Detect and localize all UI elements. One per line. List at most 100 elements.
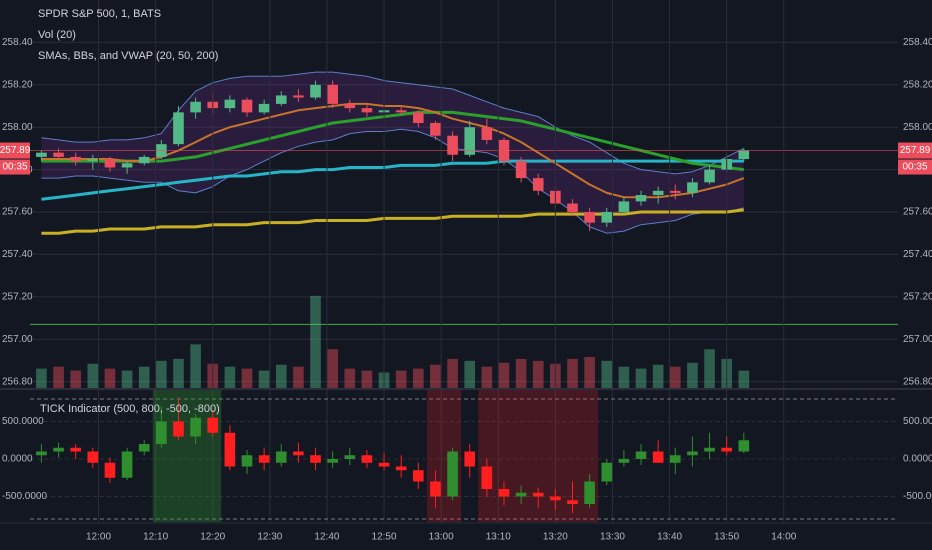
- volume-bar: [344, 368, 356, 388]
- volume-bar: [413, 368, 424, 388]
- volume-bar: [121, 370, 133, 388]
- overlay-line: [41, 102, 745, 199]
- volume-bar: [70, 370, 81, 388]
- y-tick-label: 258.20: [903, 79, 932, 90]
- candle-body: [241, 99, 253, 113]
- candle-body: [635, 451, 647, 459]
- overlay-label: SMAs, BBs, and VWAP (20, 50, 200): [38, 50, 218, 62]
- volume-bar: [293, 366, 304, 388]
- candle-body: [652, 451, 664, 463]
- x-tick-label: 12:40: [314, 532, 339, 543]
- candle-body: [430, 481, 441, 497]
- candle-body: [481, 127, 493, 140]
- price-tag: [898, 142, 932, 159]
- x-tick-label: 12:00: [86, 532, 111, 543]
- candle-body: [70, 447, 81, 452]
- candle-body: [515, 492, 527, 497]
- overlay-line: [41, 110, 744, 172]
- candle-body: [156, 421, 167, 444]
- volume-bar: [669, 366, 681, 388]
- x-tick-label: 13:20: [543, 532, 568, 543]
- candle-body: [395, 110, 407, 113]
- candle-body: [738, 440, 750, 452]
- candle-body: [327, 84, 338, 104]
- candle-body: [532, 492, 544, 497]
- band-fill: [41, 72, 744, 234]
- x-tick-label: 13:30: [600, 532, 625, 543]
- candle-body: [413, 112, 424, 123]
- candle-body: [344, 103, 356, 109]
- candle-body: [687, 182, 698, 193]
- y-tick-label: 257.00: [903, 334, 932, 345]
- candle-body: [310, 455, 321, 463]
- x-tick-label: 13:50: [714, 532, 739, 543]
- volume-bar: [601, 360, 613, 388]
- volume-bar: [395, 370, 407, 388]
- candle-body: [669, 455, 681, 463]
- candle-body: [138, 444, 150, 452]
- highlight-column: [512, 390, 530, 522]
- volume-bar: [447, 358, 458, 388]
- candle-body: [275, 451, 287, 463]
- candle-body: [618, 201, 630, 213]
- y-tick-label: 258.00: [903, 122, 932, 133]
- candle-body: [601, 462, 613, 482]
- candle-body: [721, 447, 732, 452]
- x-tick-label: 12:30: [257, 532, 282, 543]
- candle-body: [36, 152, 47, 157]
- volume-bar: [87, 363, 99, 388]
- candle-body: [258, 455, 270, 463]
- volume-bar: [190, 344, 201, 388]
- volume-bar: [258, 370, 270, 388]
- candle-body: [550, 496, 561, 501]
- candle-body: [173, 421, 184, 437]
- candle-body: [687, 451, 698, 456]
- volume-bar: [687, 362, 698, 388]
- y-tick-label: 257.60: [903, 207, 932, 218]
- candle-body: [104, 462, 116, 478]
- candle-body: [430, 122, 441, 136]
- candle-body: [652, 190, 664, 196]
- volume-bar: [635, 368, 647, 388]
- y-tick-label-left: -500.0000: [2, 491, 47, 502]
- plot-layer: [30, 0, 898, 522]
- x-tick-label: 12:20: [200, 532, 225, 543]
- candle-body: [567, 203, 578, 213]
- candle-body: [618, 459, 630, 463]
- chart-title: SPDR S&P 500, 1, BATS: [38, 8, 161, 20]
- volume-bar: [310, 295, 321, 388]
- volume-bar: [156, 360, 167, 388]
- band-line: [41, 71, 745, 175]
- volume-bar: [532, 360, 544, 388]
- y-tick-label: -500.0000: [903, 491, 932, 502]
- candle-body: [190, 417, 201, 437]
- y-tick-label: 256.80: [903, 376, 932, 387]
- highlight-column: [529, 390, 547, 522]
- volume-bar: [430, 364, 441, 388]
- volume-bar: [584, 356, 595, 388]
- overlay-line: [41, 159, 744, 201]
- candle-body: [601, 212, 613, 223]
- candle-body: [275, 95, 287, 104]
- candle-body: [138, 156, 150, 164]
- candle-body: [310, 84, 321, 98]
- overlay-line: [41, 208, 744, 235]
- candle-body: [532, 178, 544, 191]
- volume-bar: [36, 368, 47, 388]
- candle-body: [481, 466, 493, 489]
- candle-body: [121, 163, 133, 168]
- candle-body: [447, 451, 458, 497]
- volume-bar: [173, 358, 184, 388]
- volume-bar: [481, 366, 493, 388]
- x-tick-label: 13:00: [429, 532, 454, 543]
- countdown-tag: [898, 159, 932, 175]
- y-tick-label-left: 258.20: [2, 79, 33, 90]
- candle-body: [361, 455, 373, 463]
- countdown-tag: [0, 159, 30, 175]
- highlight-column: [478, 390, 496, 522]
- candle-body: [241, 455, 253, 467]
- y-tick-label: 257.40: [903, 249, 932, 260]
- candle-body: [36, 451, 47, 456]
- candle-body: [413, 470, 424, 482]
- y-tick-label-left: 257.20: [2, 291, 33, 302]
